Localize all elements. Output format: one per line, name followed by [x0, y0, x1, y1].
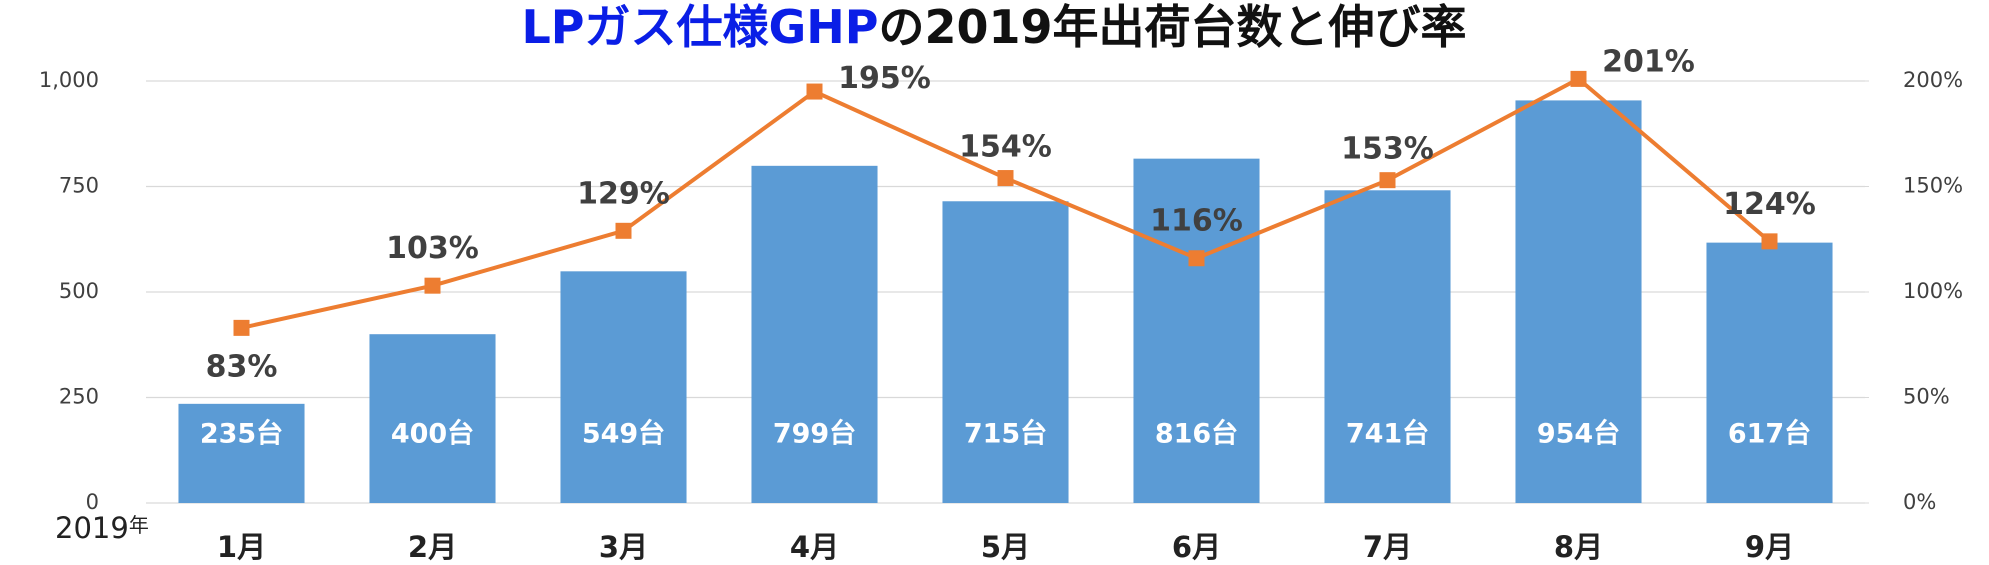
x-tick-label: 1月 — [217, 530, 266, 564]
bar-label: 235台 — [200, 418, 283, 450]
x-tick-label: 9月 — [1745, 530, 1794, 564]
x-tick-label: 7月 — [1363, 530, 1412, 564]
x-tick-label: 2月 — [408, 530, 457, 564]
y-tick-label: 500 — [59, 279, 99, 303]
line-marker — [615, 222, 632, 239]
bar — [1515, 100, 1642, 504]
year-annotation: 2019年 — [55, 511, 149, 545]
x-tick-label: 3月 — [599, 530, 648, 564]
bar-label: 954台 — [1537, 418, 1620, 450]
bar-label: 799台 — [773, 418, 856, 450]
line-marker — [1570, 70, 1587, 87]
line-label: 103% — [386, 231, 479, 266]
bar — [560, 271, 687, 503]
y-tick-label: 1,000 — [39, 68, 99, 92]
year: 2019 — [55, 511, 129, 545]
line-label: 153% — [1341, 132, 1434, 167]
bar-label: 617台 — [1728, 418, 1811, 450]
line-marker — [997, 170, 1014, 187]
bar-label: 816台 — [1155, 418, 1238, 450]
x-tick-label: 8月 — [1554, 530, 1603, 564]
line-label: 154% — [959, 130, 1052, 165]
line-marker — [806, 83, 823, 100]
line-label: 83% — [206, 349, 278, 384]
bar — [369, 334, 496, 503]
bar-label: 400台 — [391, 418, 474, 450]
line-marker — [1188, 250, 1205, 267]
line-marker — [233, 319, 250, 336]
y-tick-label: 750 — [59, 174, 99, 198]
bar-label: 549台 — [582, 418, 665, 450]
bar — [942, 201, 1069, 503]
chart-title: LPガス仕様GHPの2019年出荷台数と伸び率 — [521, 0, 1466, 54]
x-tick-label: 4月 — [790, 530, 839, 564]
bar-label: 715台 — [964, 418, 1047, 450]
line-label: 116% — [1150, 204, 1243, 239]
x-tick-label: 5月 — [981, 530, 1030, 564]
line-label: 124% — [1723, 187, 1816, 222]
y2-tick-label: 150% — [1903, 174, 1963, 198]
y2-tick-label: 0% — [1903, 490, 1936, 514]
x-tick-label: 6月 — [1172, 530, 1221, 564]
bar-label: 741台 — [1346, 418, 1429, 450]
line-marker — [1761, 233, 1778, 250]
line-marker — [424, 277, 441, 294]
title-highlight: LPガス仕様GHP — [521, 0, 878, 54]
y-tick-label: 250 — [59, 385, 99, 409]
y2-tick-label: 100% — [1903, 279, 1963, 303]
line-marker — [1379, 172, 1396, 189]
bar — [1706, 242, 1833, 503]
title-rest: の2019年出荷台数と伸び率 — [878, 0, 1466, 54]
bar — [178, 403, 305, 503]
line-label: 129% — [577, 176, 670, 211]
line-label: 195% — [838, 61, 931, 96]
y2-tick-label: 50% — [1903, 385, 1950, 409]
y2-tick-label: 200% — [1903, 68, 1963, 92]
bar — [1324, 190, 1451, 503]
line-label: 201% — [1602, 44, 1695, 79]
year-unit: 年 — [129, 513, 149, 537]
bar — [751, 165, 878, 503]
bar — [1133, 158, 1260, 503]
y-tick-label: 0 — [86, 490, 99, 514]
